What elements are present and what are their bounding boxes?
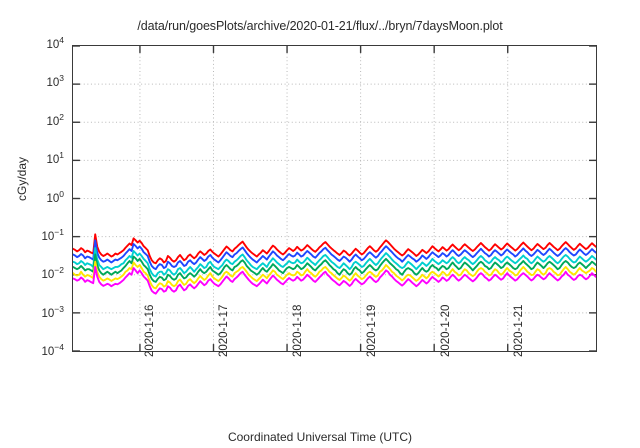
y-axis-tick-label: 10−4 — [41, 342, 65, 358]
y-axis-tick-label: 101 — [46, 150, 64, 167]
y-axis-tick-label: 102 — [46, 111, 64, 128]
gridlines — [73, 46, 596, 351]
x-axis-tick-label: 2020-1-19 — [365, 304, 378, 357]
series-lines — [73, 233, 596, 295]
y-axis-tick-label: 10−1 — [41, 227, 65, 243]
x-axis-tick-label: 2020-1-18 — [291, 304, 304, 357]
y-axis-tick-label: 10−2 — [41, 265, 65, 282]
series-channel-6 — [73, 266, 596, 295]
x-axis-tick-label: 2020-1-21 — [513, 304, 526, 357]
x-axis-title: Coordinated Universal Time (UTC) — [227, 430, 413, 444]
series-channel-1 — [73, 233, 596, 265]
y-axis-tick-label: 10−3 — [41, 303, 65, 320]
y-axis-tick-label-group: 104 103 102 101 100 10−1 10−2 10−3 10−4 — [0, 0, 72, 448]
x-axis-tick-label: 2020-1-20 — [439, 304, 452, 357]
x-axis-tick-label: 2020-1-17 — [218, 304, 231, 357]
y-axis-tick-label: 100 — [46, 188, 64, 205]
x-axis-tick-label: 2020-1-16 — [144, 304, 157, 357]
series-channel-4 — [73, 253, 596, 283]
plot-frame — [72, 45, 597, 352]
page-title: /data/run/goesPlots/archive/2020-01-21/f… — [137, 19, 503, 33]
series-channel-3 — [73, 247, 596, 278]
series-channel-2 — [73, 239, 596, 271]
y-axis-tick-label: 103 — [46, 73, 64, 90]
y-axis-tick-label: 104 — [46, 35, 64, 51]
series-channel-5 — [73, 260, 596, 290]
